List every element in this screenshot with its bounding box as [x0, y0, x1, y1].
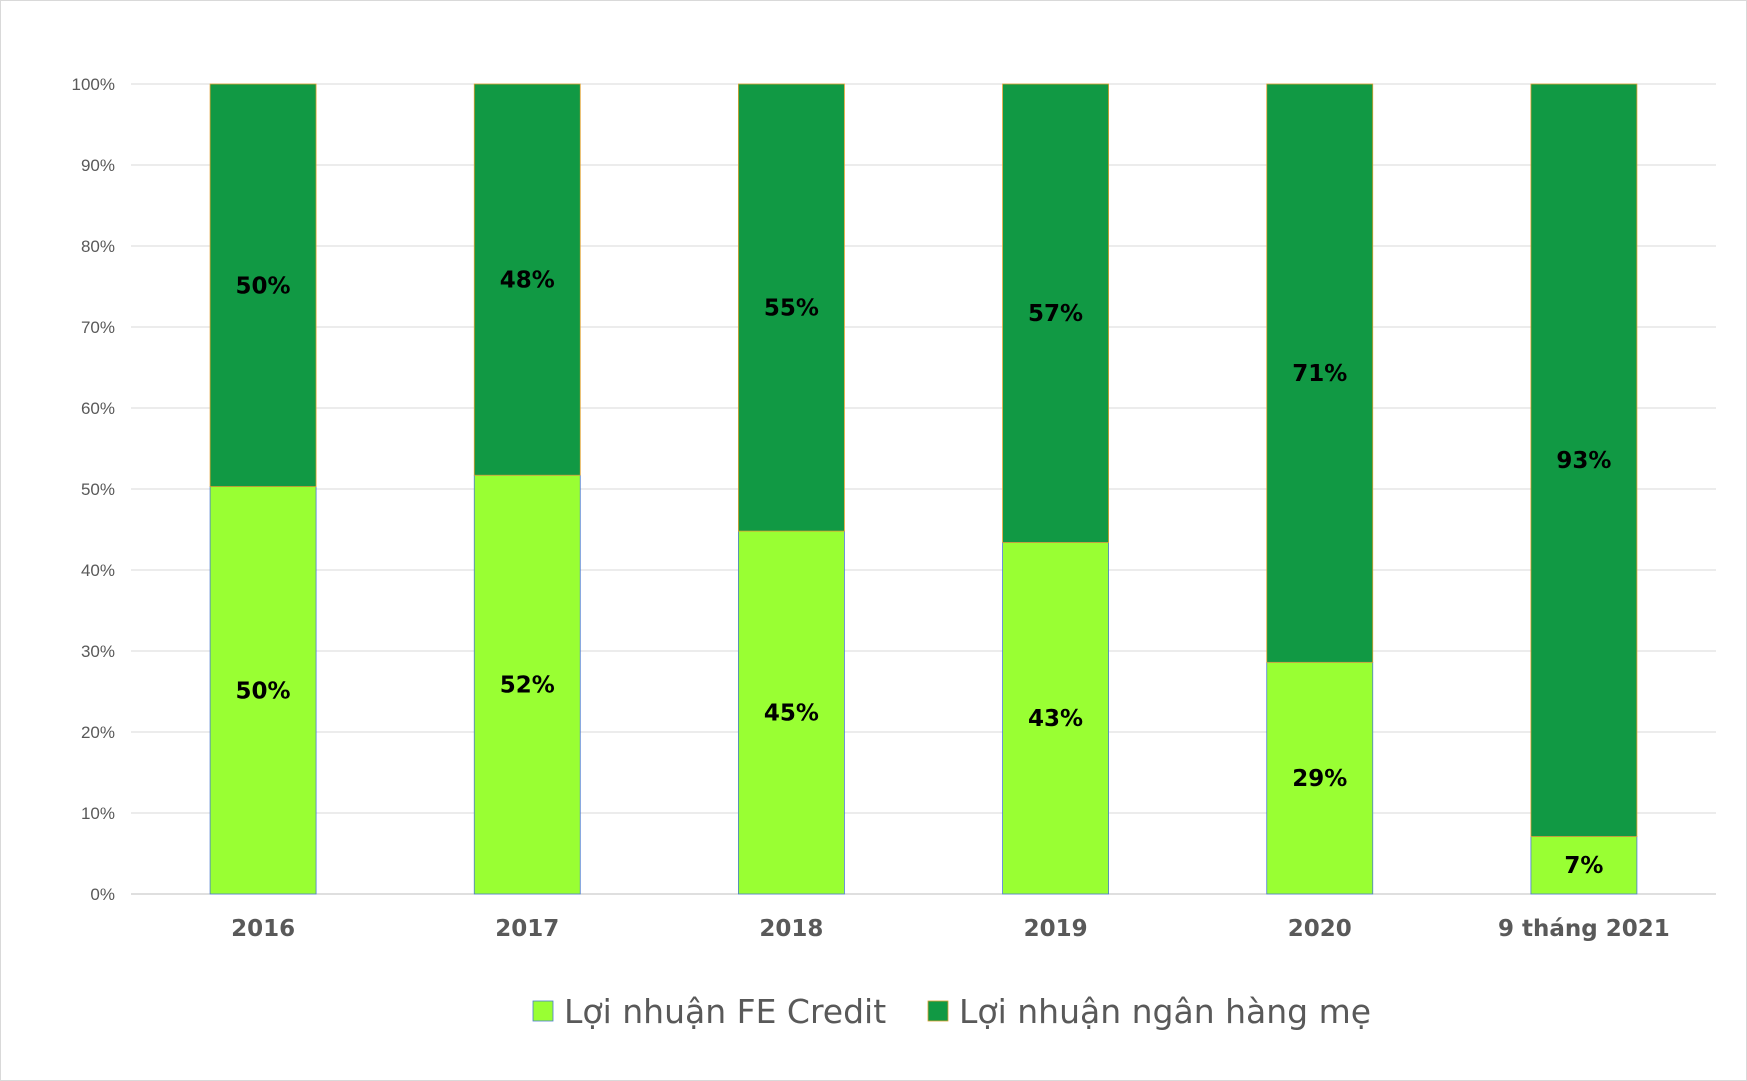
y-tick-label: 70% — [81, 318, 115, 337]
data-labels: 50% 50% 52% 48% 45% 55% 43% 57% 29% 71% 7% 93% — [236, 268, 1612, 880]
legend-swatch — [532, 1000, 554, 1022]
x-axis-ticks: 2016 2017 2018 2019 2020 9 tháng 2021 — [231, 916, 1670, 942]
bar-segment — [1266, 83, 1374, 663]
data-label: 7% — [1564, 853, 1603, 879]
legend-label: Lợi nhuận ngân hàng mẹ — [959, 992, 1371, 1031]
data-label: 57% — [1028, 301, 1083, 327]
legend-label: Lợi nhuận FE Credit — [564, 992, 886, 1031]
legend: Lợi nhuận FE Credit Lợi nhuận ngân hàng m… — [532, 992, 1371, 1031]
legend-swatch — [927, 1000, 949, 1022]
data-label: 45% — [764, 701, 819, 727]
data-label: 29% — [1292, 766, 1347, 792]
bar-segment — [1530, 83, 1638, 837]
data-label: 71% — [1292, 361, 1347, 387]
data-label: 50% — [236, 273, 291, 299]
y-tick-label: 20% — [81, 723, 115, 742]
bar-segment — [738, 83, 845, 532]
legend-item: Lợi nhuận ngân hàng mẹ — [927, 992, 1371, 1031]
bar-segment — [1002, 83, 1109, 543]
data-label: 43% — [1028, 706, 1083, 732]
x-tick-label: 2016 — [231, 916, 295, 942]
bar-segment — [473, 83, 581, 476]
y-tick-label: 10% — [81, 804, 115, 823]
y-tick-label: 50% — [81, 480, 115, 499]
gridlines — [131, 83, 1716, 895]
bar-segment — [209, 83, 317, 487]
y-tick-label: 90% — [81, 156, 115, 175]
y-tick-label: 0% — [90, 885, 115, 904]
bar-segment — [1530, 836, 1638, 895]
data-label: 52% — [500, 673, 555, 699]
bar-segment — [1266, 661, 1374, 895]
bars — [209, 83, 1638, 895]
y-axis-ticks: 0% 10% 20% 30% 40% 50% 60% 70% 80% 90% 100% — [72, 75, 115, 904]
y-tick-label: 80% — [81, 237, 115, 256]
bar-segment — [473, 474, 581, 895]
legend-item: Lợi nhuận FE Credit — [532, 992, 886, 1031]
y-tick-label: 30% — [81, 642, 115, 661]
data-label: 50% — [236, 678, 291, 704]
y-tick-label: 60% — [81, 399, 115, 418]
y-tick-label: 40% — [81, 561, 115, 580]
bar-segment — [1002, 542, 1109, 895]
x-tick-label: 2017 — [495, 916, 559, 942]
data-label: 55% — [764, 296, 819, 322]
x-tick-label: 9 tháng 2021 — [1498, 916, 1670, 942]
x-tick-label: 2019 — [1024, 916, 1088, 942]
x-tick-label: 2018 — [759, 916, 823, 942]
x-tick-label: 2020 — [1288, 916, 1352, 942]
bar-segment — [738, 530, 845, 895]
data-label: 48% — [500, 268, 555, 294]
data-label: 93% — [1556, 448, 1611, 474]
y-tick-label: 100% — [72, 75, 115, 94]
bar-segment — [209, 486, 317, 895]
